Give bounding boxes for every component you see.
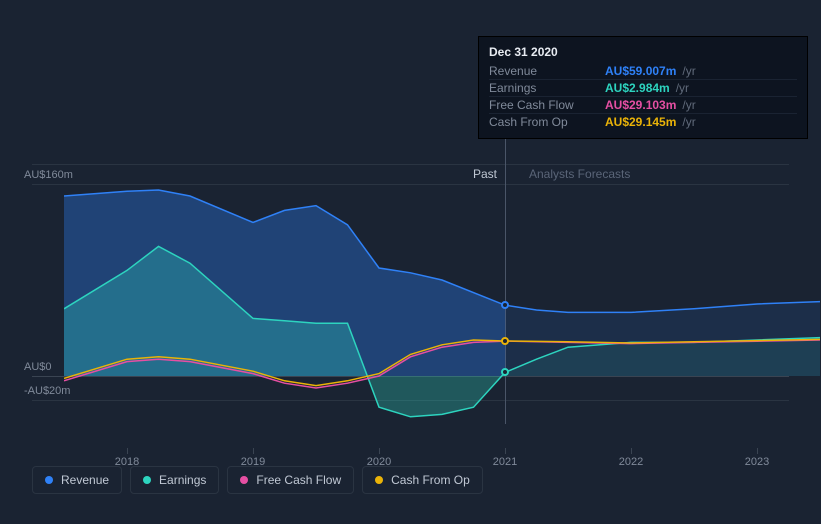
marker-revenue [501, 301, 509, 309]
tooltip-row: Earnings AU$2.984m/yr [489, 79, 797, 96]
tooltip-metric-unit: /yr [682, 115, 695, 129]
financial-chart: AU$160mAU$0-AU$20m Past Analysts Forecas… [16, 16, 805, 508]
chart-plot-area[interactable] [64, 184, 820, 424]
x-tick-mark [379, 448, 380, 454]
tooltip-metric-label: Cash From Op [489, 115, 599, 129]
marker-earnings [501, 368, 509, 376]
forecast-label: Analysts Forecasts [529, 167, 630, 181]
legend-item-fcf[interactable]: Free Cash Flow [227, 466, 354, 494]
tooltip-metric-label: Free Cash Flow [489, 98, 599, 112]
y-axis-label: AU$0 [24, 361, 52, 373]
tooltip-row: Free Cash Flow AU$29.103m/yr [489, 96, 797, 113]
legend-item-revenue[interactable]: Revenue [32, 466, 122, 494]
tooltip-row: Revenue AU$59.007m/yr [489, 63, 797, 79]
legend-dot-icon [143, 476, 151, 484]
legend-label: Free Cash Flow [256, 473, 341, 487]
tooltip-date: Dec 31 2020 [489, 45, 797, 59]
legend-label: Earnings [159, 473, 206, 487]
x-tick-mark [253, 448, 254, 454]
legend-dot-icon [240, 476, 248, 484]
section-labels: Past Analysts Forecasts [32, 164, 789, 184]
tooltip-metric-value: AU$2.984m [605, 81, 670, 95]
x-axis-label: 2021 [493, 456, 517, 468]
legend-dot-icon [375, 476, 383, 484]
x-axis-label: 2023 [745, 456, 769, 468]
tooltip-metric-unit: /yr [682, 64, 695, 78]
legend-item-cfo[interactable]: Cash From Op [362, 466, 483, 494]
x-tick-mark [505, 448, 506, 454]
tooltip-row: Cash From Op AU$29.145m/yr [489, 113, 797, 130]
x-tick-mark [127, 448, 128, 454]
tooltip-metric-value: AU$29.145m [605, 115, 676, 129]
chart-tooltip: Dec 31 2020 RevenueAU$59.007m/yrEarnings… [478, 36, 808, 139]
legend-label: Cash From Op [391, 473, 470, 487]
chart-legend: Revenue Earnings Free Cash Flow Cash From O… [32, 466, 483, 494]
tooltip-metric-unit: /yr [676, 81, 689, 95]
x-tick-mark [631, 448, 632, 454]
tooltip-metric-value: AU$29.103m [605, 98, 676, 112]
marker-cfo [501, 337, 509, 345]
tooltip-metric-label: Revenue [489, 64, 599, 78]
legend-label: Revenue [61, 473, 109, 487]
legend-item-earnings[interactable]: Earnings [130, 466, 219, 494]
past-label: Past [473, 167, 497, 181]
tooltip-metric-unit: /yr [682, 98, 695, 112]
legend-dot-icon [45, 476, 53, 484]
tooltip-metric-value: AU$59.007m [605, 64, 676, 78]
x-tick-mark [757, 448, 758, 454]
tooltip-metric-label: Earnings [489, 81, 599, 95]
x-axis-label: 2022 [619, 456, 643, 468]
